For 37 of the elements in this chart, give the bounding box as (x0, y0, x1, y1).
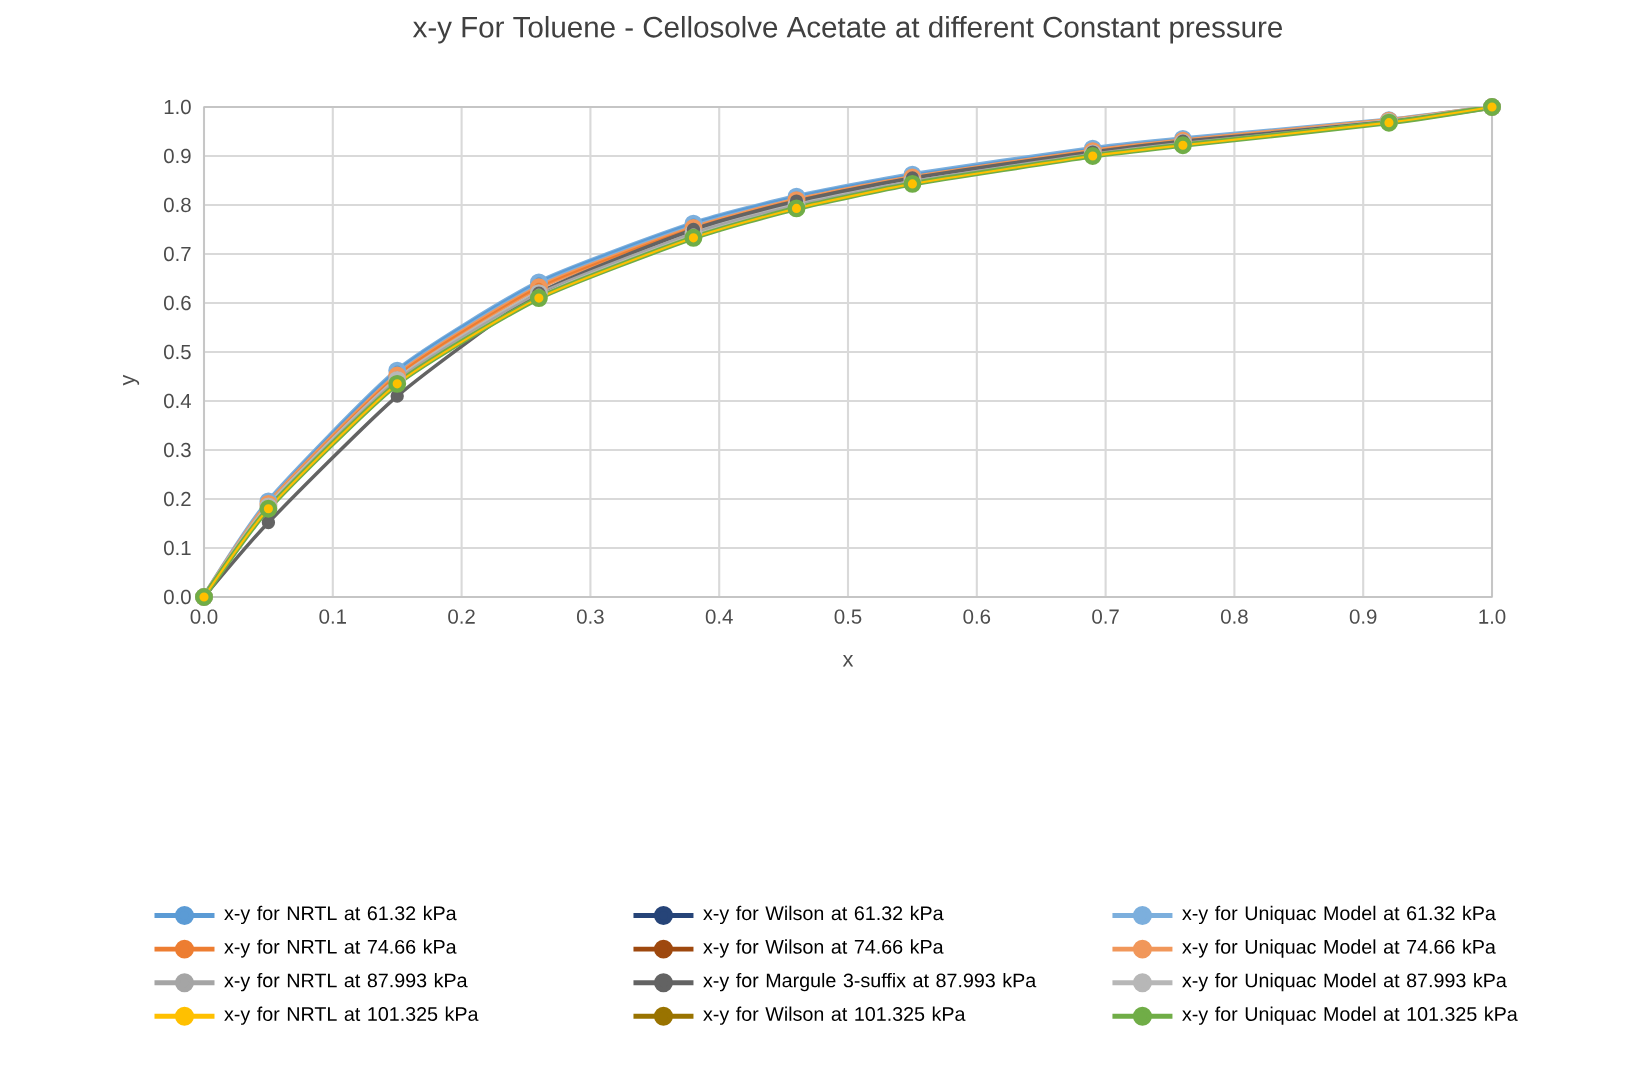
chart-title: x-y For Toluene - Cellosolve Acetate at different Constant pressure (412, 15, 1282, 44)
x-tick-label: 0.0 (190, 609, 218, 624)
x-tick-label: 0.9 (1349, 609, 1377, 624)
x-tick-label: 0.8 (1221, 609, 1248, 624)
x-tick-label: 0.4 (705, 609, 733, 624)
y-tick-label: 0.7 (164, 246, 191, 262)
y-tick-label: 0.3 (164, 442, 191, 458)
y-tick-label: 0.8 (164, 197, 191, 213)
x-tick-label: 1.0 (1479, 609, 1506, 624)
x-tick-label: 0.2 (448, 609, 475, 624)
y-tick-label: 0.1 (164, 540, 191, 556)
x-tick-label: 0.5 (834, 609, 862, 624)
legend-label: x-y for Uniquac Model at 74.66 kPa (1182, 939, 1496, 958)
y-tick-label: 0.4 (164, 393, 191, 409)
legend-label: x-y for NRTL at 74.66 kPa (224, 939, 457, 958)
legend-label: x-y for NRTL at 87.993 kPa (224, 972, 468, 992)
y-tick-label: 0.5 (164, 344, 191, 360)
y-tick-label: 0.0 (164, 589, 191, 605)
y-tick-label: 0.6 (164, 295, 191, 311)
y-tick-label: 1.0 (164, 99, 191, 115)
legend-label: x-y for Wilson at 61.32 kPa (703, 905, 944, 925)
legend-label: x-y for Uniquac Model at 87.993 kPa (1182, 972, 1507, 992)
x-tick-label: 0.7 (1092, 609, 1119, 624)
legend-label: x-y for NRTL at 101.325 kPa (224, 1006, 479, 1025)
x-tick-label: 0.3 (577, 609, 604, 624)
y-axis-title: y (123, 374, 140, 386)
x-tick-label: 0.1 (319, 609, 346, 624)
legend-label: x-y for Wilson at 74.66 kPa (703, 939, 944, 958)
legend-label: x-y for Wilson at 101.325 kPa (703, 1006, 966, 1025)
y-tick-label: 0.9 (164, 148, 191, 164)
legend-label: x-y for Margule 3-suffix at 87.993 kPa (703, 972, 1037, 992)
legend-label: x-y for NRTL at 61.32 kPa (224, 905, 457, 925)
x-tick-label: 0.6 (963, 609, 991, 624)
x-axis-title: x (842, 654, 854, 667)
legend-label: x-y for Uniquac Model at 101.325 kPa (1182, 1006, 1518, 1025)
legend-label: x-y for Uniquac Model at 61.32 kPa (1182, 905, 1496, 925)
y-tick-label: 0.2 (164, 491, 191, 507)
